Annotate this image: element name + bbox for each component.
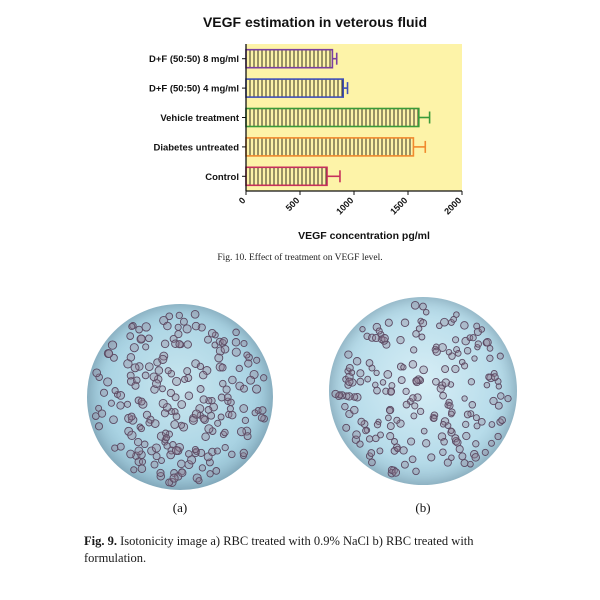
- x-axis-label: VEGF concentration pg/ml: [298, 230, 430, 242]
- bar: [245, 78, 344, 98]
- fig9-caption: Fig. 9. Isotonicity image a) RBC treated…: [84, 533, 534, 567]
- category-label: Diabetes untreated: [153, 142, 239, 153]
- chart-title: VEGF estimation in veterous fluid: [202, 14, 428, 30]
- x-tick-label: 2000: [442, 195, 463, 216]
- category-label: Vehicle treatment: [160, 113, 240, 124]
- fig9-text: Isotonicity image a) RBC treated with 0.…: [84, 534, 474, 565]
- bar: [245, 166, 328, 187]
- panel-label-a: (a): [172, 500, 188, 515]
- bar: [245, 137, 415, 157]
- fig9-label: Fig. 9.: [84, 534, 117, 548]
- category-label: D+F (50:50) 8 mg/ml: [149, 54, 239, 65]
- bar: [245, 48, 334, 69]
- rbc-cells-b: [331, 300, 512, 478]
- microscope-image-a: [87, 304, 273, 490]
- category-label: Control: [205, 172, 239, 183]
- x-tick-label: 500: [284, 195, 302, 213]
- vegf-chart: VEGF estimation in veterous fluid D+F (5…: [0, 0, 600, 262]
- microscope-image-b: [329, 297, 517, 485]
- x-tick-label: 1500: [388, 195, 409, 216]
- bar: [245, 107, 420, 128]
- category-label: D+F (50:50) 4 mg/ml: [149, 84, 239, 95]
- x-tick-label: 1000: [334, 195, 355, 216]
- vegf-bar-chart: D+F (50:50) 8 mg/ml D+F (50:50) 4 mg/ml Ve…: [149, 44, 463, 242]
- panel-label-b: (b): [415, 500, 431, 515]
- x-tick-label: 0: [237, 195, 248, 206]
- fig10-caption: Fig. 10. Effect of treatment on VEGF lev…: [217, 253, 383, 263]
- rbc-cells-a: [91, 309, 268, 487]
